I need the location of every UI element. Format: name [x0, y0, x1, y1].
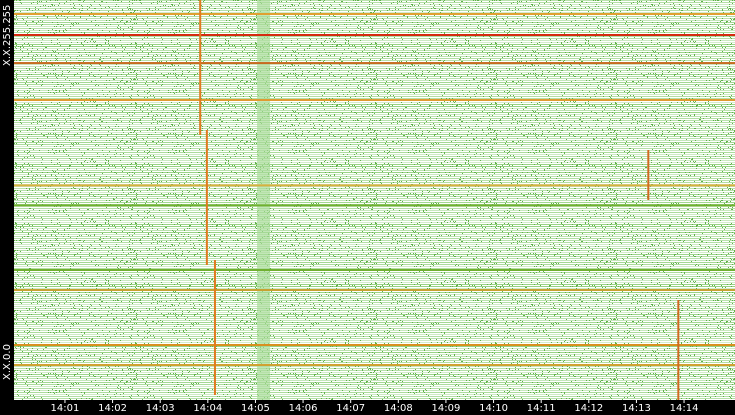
x-tick-label: 14:09 [432, 403, 461, 414]
source-line [14, 184, 735, 187]
x-tick-label: 14:03 [146, 403, 175, 414]
x-tick-label: 14:08 [384, 403, 413, 414]
scan-line [677, 300, 680, 400]
scan-line [199, 0, 202, 135]
x-tick-label: 14:10 [479, 403, 508, 414]
band [257, 0, 271, 400]
y-tick-label: X.X.0.0 [2, 344, 13, 380]
source-line [14, 34, 735, 37]
x-tick-label: 14:01 [51, 403, 80, 414]
source-line [14, 99, 735, 102]
source-line [14, 13, 735, 16]
x-tick-label: 14:11 [527, 403, 556, 414]
x-tick-label: 14:05 [241, 403, 270, 414]
x-tick-label: 14:14 [670, 403, 699, 414]
y-tick-label: X.X.255.255 [2, 5, 13, 66]
scan-line [205, 130, 208, 265]
x-axis-band [0, 400, 735, 415]
source-line [14, 344, 735, 347]
x-tick-label: 14:12 [574, 403, 603, 414]
x-tick-label: 14:13 [622, 403, 651, 414]
source-line [14, 62, 735, 65]
source-line [14, 204, 735, 207]
x-tick-label: 14:07 [336, 403, 365, 414]
plot-area [14, 0, 735, 400]
scan-line [213, 260, 216, 395]
y-axis-band [0, 0, 14, 415]
x-tick-label: 14:04 [193, 403, 222, 414]
x-tick-label: 14:06 [289, 403, 318, 414]
source-line [14, 289, 735, 292]
x-tick-label: 14:02 [98, 403, 127, 414]
source-line [14, 364, 735, 367]
scan-line [647, 150, 650, 200]
source-line [14, 268, 735, 271]
